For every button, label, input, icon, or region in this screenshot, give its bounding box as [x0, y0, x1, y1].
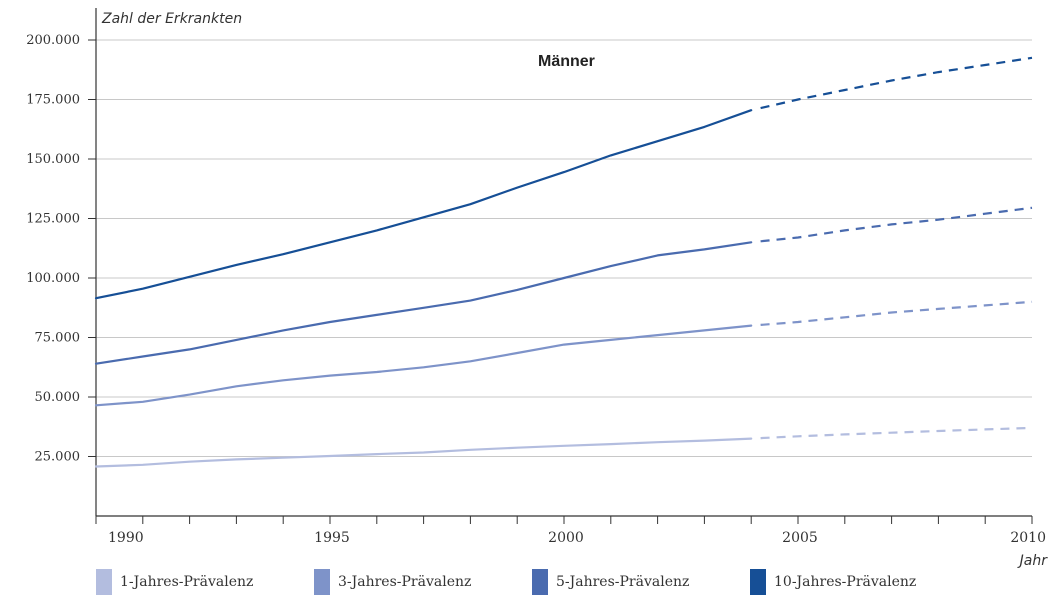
y-tick-label: 25.000: [35, 450, 81, 465]
series-lines: [94, 56, 1033, 468]
series-line-projection-1: [760, 426, 1033, 440]
series-line-projection-2: [760, 300, 1033, 326]
legend-item: 5-Jahres-Prävalenz: [532, 569, 750, 595]
legend-label: 1-Jahres-Prävalenz: [120, 574, 254, 590]
x-tick-label: 2000: [548, 530, 584, 546]
series-line-projection-3: [760, 206, 1033, 243]
legend-label: 3-Jahres-Prävalenz: [338, 574, 472, 590]
y-tick-label: 125.000: [26, 212, 80, 227]
legend-label: 10-Jahres-Prävalenz: [774, 574, 917, 590]
axes: [95, 8, 1032, 517]
y-tick-label: 175.000: [26, 93, 80, 108]
legend-item: 10-Jahres-Prävalenz: [750, 569, 968, 595]
y-ticks: 25.000 50.000 75.000 100.000 125.000 150.000 1…: [26, 33, 96, 465]
x-axis-title: Jahr: [1017, 553, 1049, 569]
x-tick-label: 1990: [108, 530, 144, 546]
series-line-observed-4: [94, 109, 753, 300]
legend-item: 1-Jahres-Prävalenz: [96, 569, 314, 595]
x-tick-label: 2005: [782, 530, 818, 546]
series-line-observed-2: [94, 324, 753, 407]
y-axis-title: Zahl der Erkrankten: [101, 11, 242, 27]
y-tick-label: 200.000: [26, 33, 80, 48]
legend-swatch: [314, 569, 330, 595]
series-line-projection-4: [760, 56, 1033, 110]
series-line-observed-3: [94, 241, 753, 365]
legend-label: 5-Jahres-Prävalenz: [556, 574, 690, 590]
legend-swatch: [532, 569, 548, 595]
y-tick-label: 100.000: [26, 271, 80, 286]
y-tick-label: 150.000: [26, 152, 80, 167]
y-tick-label: 50.000: [35, 390, 81, 405]
chart-title: Männer: [538, 53, 595, 70]
legend: 1-Jahres-Prävalenz 3-Jahres-Prävalenz 5-Ja…: [96, 569, 968, 595]
x-tick-label: 1995: [314, 530, 350, 546]
y-tick-label: 75.000: [35, 331, 81, 346]
legend-swatch: [750, 569, 766, 595]
gridlines: [88, 39, 1032, 457]
legend-item: 3-Jahres-Prävalenz: [314, 569, 532, 595]
legend-swatch: [96, 569, 112, 595]
x-ticks: 1990 1995 2000 2005 2010: [95, 516, 1046, 546]
x-tick-label: 2010: [1010, 530, 1046, 546]
series-line-observed-1: [94, 437, 753, 468]
